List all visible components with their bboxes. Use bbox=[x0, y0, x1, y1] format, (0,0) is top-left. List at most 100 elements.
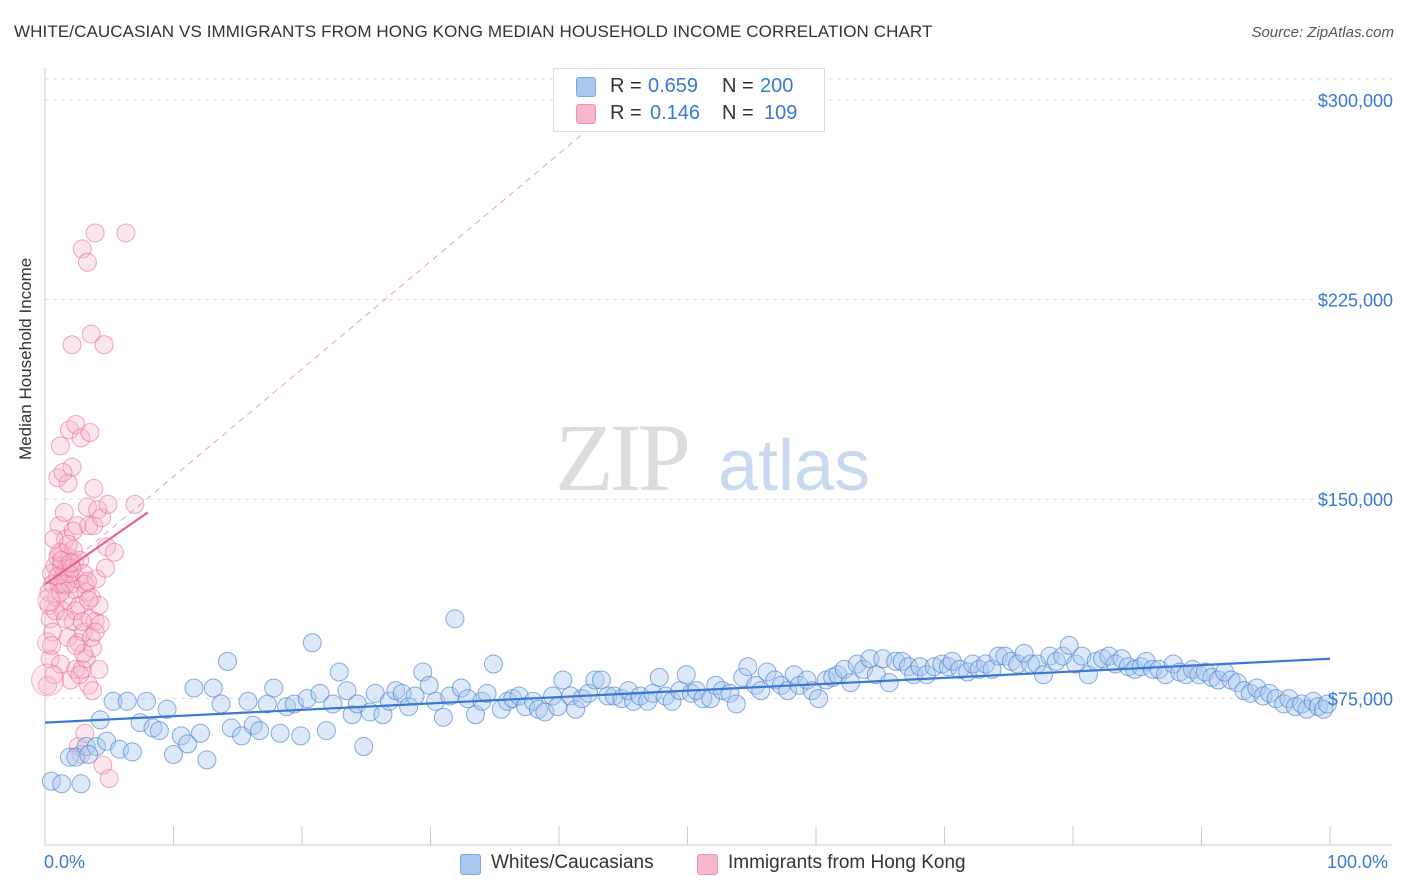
bottom-legend-swatch-white bbox=[460, 854, 481, 875]
hk-point bbox=[79, 590, 99, 610]
white-point bbox=[1143, 659, 1163, 679]
white-point bbox=[854, 659, 874, 679]
white-point bbox=[178, 734, 198, 754]
white-point bbox=[477, 683, 497, 703]
white-point bbox=[79, 745, 99, 765]
legend-n-value: 109 bbox=[764, 102, 798, 124]
legend-r-value: 0.659 bbox=[648, 75, 699, 97]
white-point bbox=[137, 691, 157, 711]
hk-point bbox=[85, 223, 105, 243]
white-point bbox=[1260, 683, 1280, 703]
source-label: Source: ZipAtlas.com bbox=[1251, 24, 1394, 41]
hk-point bbox=[89, 659, 109, 679]
white-point bbox=[1314, 699, 1334, 719]
white-point bbox=[458, 689, 478, 709]
correlation-legend: R = 0.659 N = 200 R = 0.146 N = 109 bbox=[553, 68, 825, 132]
white-point bbox=[302, 633, 322, 653]
white-point bbox=[243, 715, 263, 735]
hk-point bbox=[38, 675, 58, 695]
white-point bbox=[823, 667, 843, 687]
bottom-legend-label-white: Whites/Caucasians bbox=[491, 852, 654, 873]
white-point bbox=[1072, 646, 1092, 666]
white-point bbox=[765, 670, 785, 690]
hk-point bbox=[116, 223, 136, 243]
white-point bbox=[433, 707, 453, 727]
legend-r-value: 0.146 bbox=[650, 102, 701, 124]
hk-point bbox=[39, 582, 59, 602]
white-point bbox=[399, 697, 419, 717]
white-point bbox=[585, 670, 605, 690]
white-point bbox=[483, 654, 503, 674]
white-point bbox=[284, 694, 304, 714]
hk-point bbox=[66, 659, 86, 679]
hk-point bbox=[72, 611, 92, 631]
white-point bbox=[879, 673, 899, 693]
white-point bbox=[924, 657, 944, 677]
white-point bbox=[149, 721, 169, 741]
hk-point bbox=[54, 502, 74, 522]
white-point bbox=[566, 699, 586, 719]
legend-r-label: R = bbox=[610, 102, 642, 124]
legend-swatch-hk bbox=[576, 104, 596, 124]
hk-trend-extension bbox=[44, 99, 624, 585]
x-min-label: 0.0% bbox=[44, 852, 86, 872]
white-point bbox=[1059, 635, 1079, 655]
bottom-legend-label-hk: Immigrants from Hong Kong bbox=[728, 852, 966, 873]
white-point bbox=[892, 651, 912, 671]
hk-point bbox=[44, 529, 64, 549]
white-point bbox=[604, 686, 624, 706]
hk-points bbox=[31, 223, 145, 788]
white-point bbox=[746, 675, 766, 695]
white-point bbox=[809, 689, 829, 709]
white-point bbox=[802, 681, 822, 701]
hk-point bbox=[83, 681, 103, 701]
bottom-legend-swatch-hk bbox=[697, 854, 718, 875]
white-point bbox=[1149, 659, 1169, 679]
white-point bbox=[938, 657, 958, 677]
x-max-label: 100.0% bbox=[1327, 852, 1389, 872]
hk-point bbox=[58, 534, 78, 554]
white-point bbox=[211, 694, 231, 714]
hk-point bbox=[41, 635, 61, 655]
hk-point bbox=[84, 478, 104, 498]
hk-point bbox=[98, 494, 118, 514]
hk-point bbox=[31, 663, 65, 697]
hk-point bbox=[80, 423, 100, 443]
white-point bbox=[649, 667, 669, 687]
watermark: ZIP atlas bbox=[555, 404, 870, 511]
legend-r-label: R = bbox=[610, 75, 642, 97]
white-point bbox=[1297, 699, 1317, 719]
hk-point bbox=[50, 654, 70, 674]
white-point bbox=[316, 721, 336, 741]
hk-point bbox=[125, 494, 145, 514]
white-point bbox=[1279, 689, 1299, 709]
hk-point bbox=[104, 542, 124, 562]
hk-point bbox=[99, 768, 119, 788]
white-point bbox=[910, 657, 930, 677]
white-point bbox=[117, 691, 137, 711]
white-point bbox=[618, 681, 638, 701]
white-point bbox=[190, 723, 210, 743]
white-point bbox=[71, 774, 91, 794]
hk-point bbox=[81, 588, 101, 608]
hk-point bbox=[76, 582, 96, 602]
y-tick-labels: $75,000 $150,000 $225,000 $300,000 bbox=[1318, 91, 1393, 710]
hk-point bbox=[58, 473, 78, 493]
hk-trend-line bbox=[44, 511, 149, 586]
white-point bbox=[157, 699, 177, 719]
white-point bbox=[1247, 678, 1267, 698]
white-point bbox=[217, 651, 237, 671]
white-point bbox=[297, 689, 317, 709]
white-point bbox=[264, 678, 284, 698]
hk-point bbox=[62, 457, 82, 477]
hk-point bbox=[56, 609, 76, 629]
hk-point bbox=[70, 665, 90, 685]
white-point bbox=[726, 694, 746, 714]
white-point bbox=[535, 702, 555, 722]
white-point bbox=[553, 670, 573, 690]
white-point bbox=[1303, 691, 1323, 711]
white-point bbox=[76, 737, 96, 757]
hk-point bbox=[95, 558, 115, 578]
white-point bbox=[445, 609, 465, 629]
